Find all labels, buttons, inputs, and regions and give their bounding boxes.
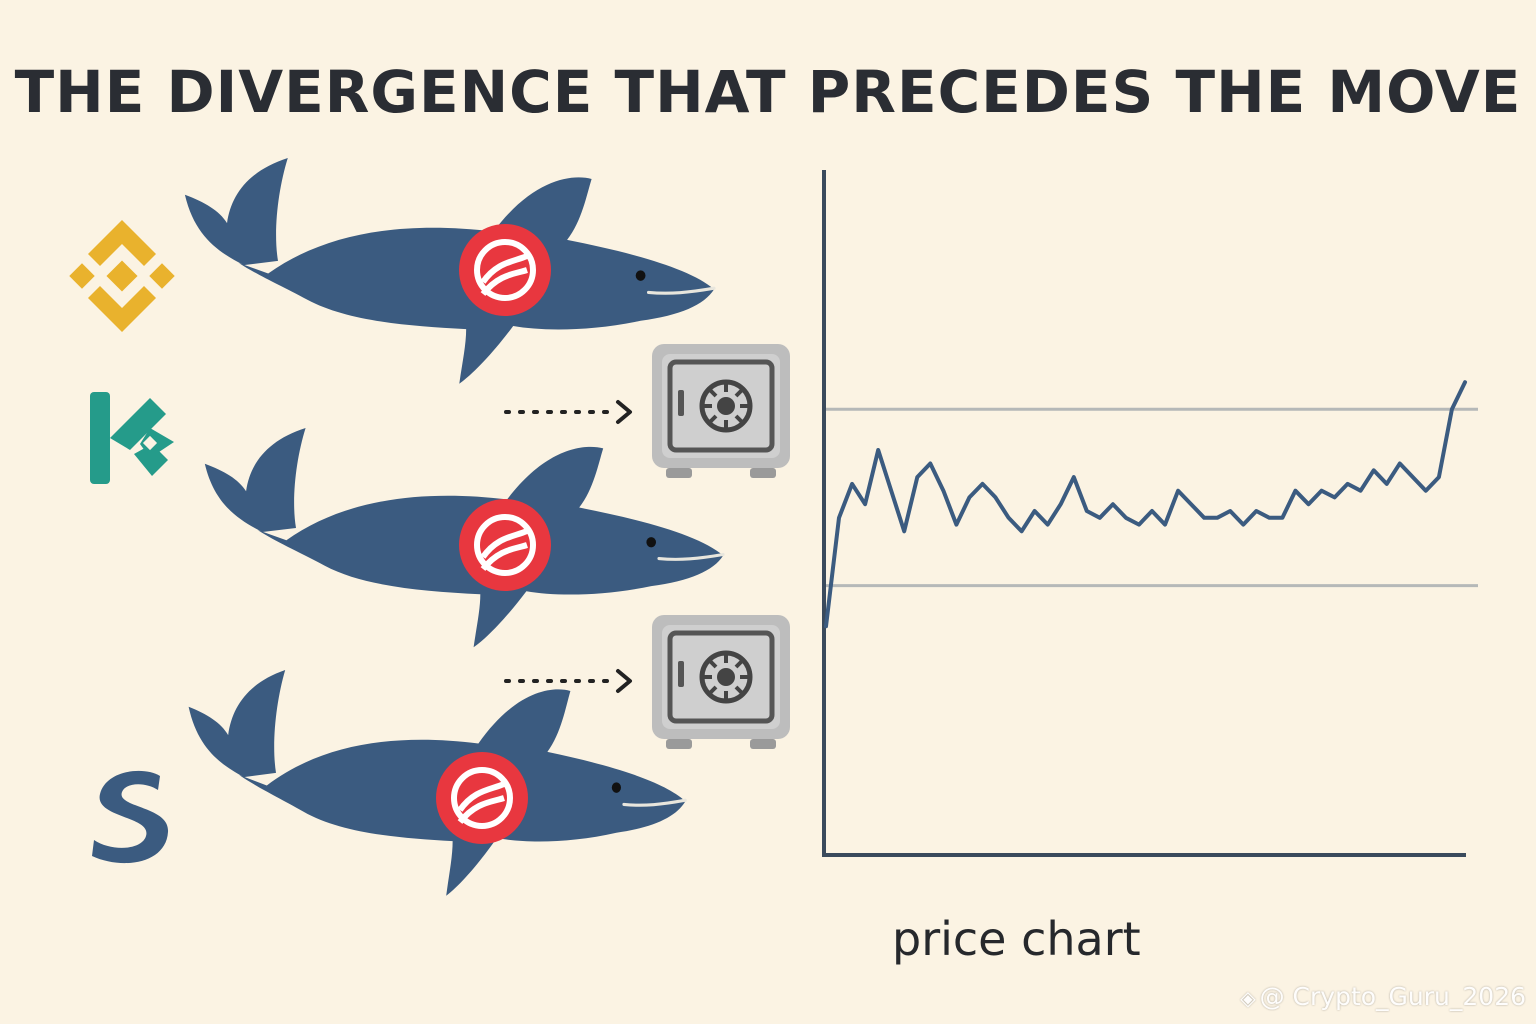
s-exchange-logo-icon — [92, 770, 169, 864]
token-badge-icon — [436, 752, 528, 844]
whale-icon-3 — [187, 668, 687, 898]
token-badge-icon — [459, 499, 551, 591]
safe-vault-icon — [652, 615, 790, 749]
dotted-arrow-icon — [504, 669, 632, 693]
binance-watermark-icon: ◈ — [1240, 986, 1256, 1010]
chart-caption: price chart — [892, 912, 1141, 966]
whale-icon-1 — [183, 156, 716, 386]
dotted-arrow-icon — [504, 400, 632, 424]
kucoin-logo-icon — [90, 392, 174, 484]
price-line-series-1 — [824, 380, 1467, 629]
safe-vault-icon — [652, 344, 790, 478]
binance-logo-icon — [69, 220, 175, 332]
price-chart — [822, 170, 1478, 857]
whale-icon-2 — [203, 426, 725, 649]
token-badge-icon — [459, 224, 551, 316]
watermark-text: @ Crypto_Guru_2026 — [1259, 982, 1526, 1011]
diagram-title: THE DIVERGENCE THAT PRECEDES THE MOVE — [14, 58, 1522, 126]
watermark: ◈ @ Crypto_Guru_2026 — [1240, 982, 1526, 1011]
